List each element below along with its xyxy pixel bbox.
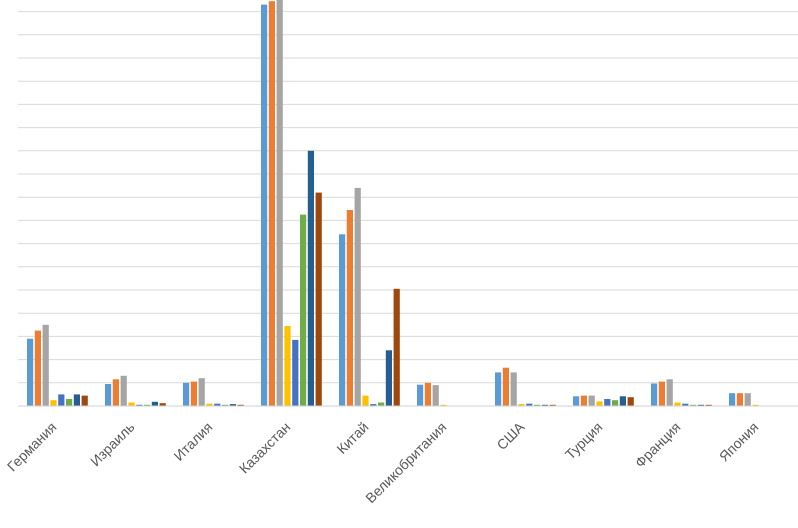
bar bbox=[596, 401, 602, 406]
bar bbox=[628, 397, 634, 406]
bar bbox=[35, 331, 41, 406]
bar bbox=[612, 400, 618, 406]
x-tick-label: Германия bbox=[4, 419, 60, 475]
x-tick-label: Израиль bbox=[87, 419, 137, 469]
bar bbox=[113, 379, 119, 406]
bar bbox=[604, 399, 610, 406]
bar bbox=[378, 403, 384, 407]
bar bbox=[128, 403, 134, 407]
bar bbox=[737, 393, 743, 406]
bar bbox=[277, 0, 283, 406]
bar bbox=[433, 385, 439, 406]
bar bbox=[43, 325, 49, 406]
bar bbox=[292, 340, 298, 406]
x-tick-label: Китай bbox=[333, 419, 371, 457]
x-tick-label: Великобритания bbox=[362, 419, 449, 506]
bar bbox=[316, 193, 322, 406]
bar bbox=[191, 382, 197, 406]
bar bbox=[394, 289, 400, 406]
bar bbox=[74, 394, 80, 406]
bar bbox=[58, 394, 64, 406]
bar bbox=[511, 372, 517, 406]
bar bbox=[27, 339, 33, 406]
x-tick-label: Франция bbox=[632, 419, 684, 471]
bar bbox=[183, 383, 189, 406]
bar bbox=[66, 399, 72, 406]
bar bbox=[729, 393, 735, 406]
bar bbox=[425, 383, 431, 406]
bar bbox=[82, 396, 88, 406]
bar bbox=[355, 188, 361, 406]
gridlines bbox=[18, 12, 798, 383]
bar bbox=[308, 151, 314, 406]
bar bbox=[659, 382, 665, 406]
x-tick-label: Казахстан bbox=[236, 419, 294, 477]
bar bbox=[300, 215, 306, 406]
bar bbox=[417, 385, 423, 406]
x-tick-labels: Германия Израиль Италия Казахстан КитайВелик… bbox=[4, 418, 762, 506]
x-tick-label: Турция bbox=[562, 419, 606, 463]
bar bbox=[573, 396, 579, 406]
bar bbox=[620, 396, 626, 406]
x-tick-label: Япония bbox=[716, 419, 762, 465]
bar bbox=[651, 384, 657, 407]
bar bbox=[261, 5, 267, 406]
x-tick-label: США bbox=[493, 418, 528, 453]
x-tick-label: Италия bbox=[170, 419, 215, 464]
bar bbox=[269, 1, 275, 406]
bar bbox=[589, 396, 595, 406]
bar bbox=[674, 403, 680, 407]
bar bbox=[152, 402, 158, 406]
bar bbox=[667, 379, 673, 406]
bar bbox=[495, 372, 501, 406]
bar bbox=[503, 368, 509, 406]
bar bbox=[347, 210, 353, 406]
bar bbox=[105, 384, 111, 406]
bar bbox=[745, 393, 751, 406]
bar bbox=[199, 378, 205, 406]
bar bbox=[339, 234, 345, 406]
bar bbox=[284, 326, 290, 406]
bar bbox=[121, 376, 127, 406]
bar bbox=[581, 396, 587, 406]
bar bbox=[50, 400, 56, 406]
bars bbox=[27, 0, 790, 406]
bar bbox=[362, 396, 368, 406]
bar bbox=[386, 350, 392, 406]
